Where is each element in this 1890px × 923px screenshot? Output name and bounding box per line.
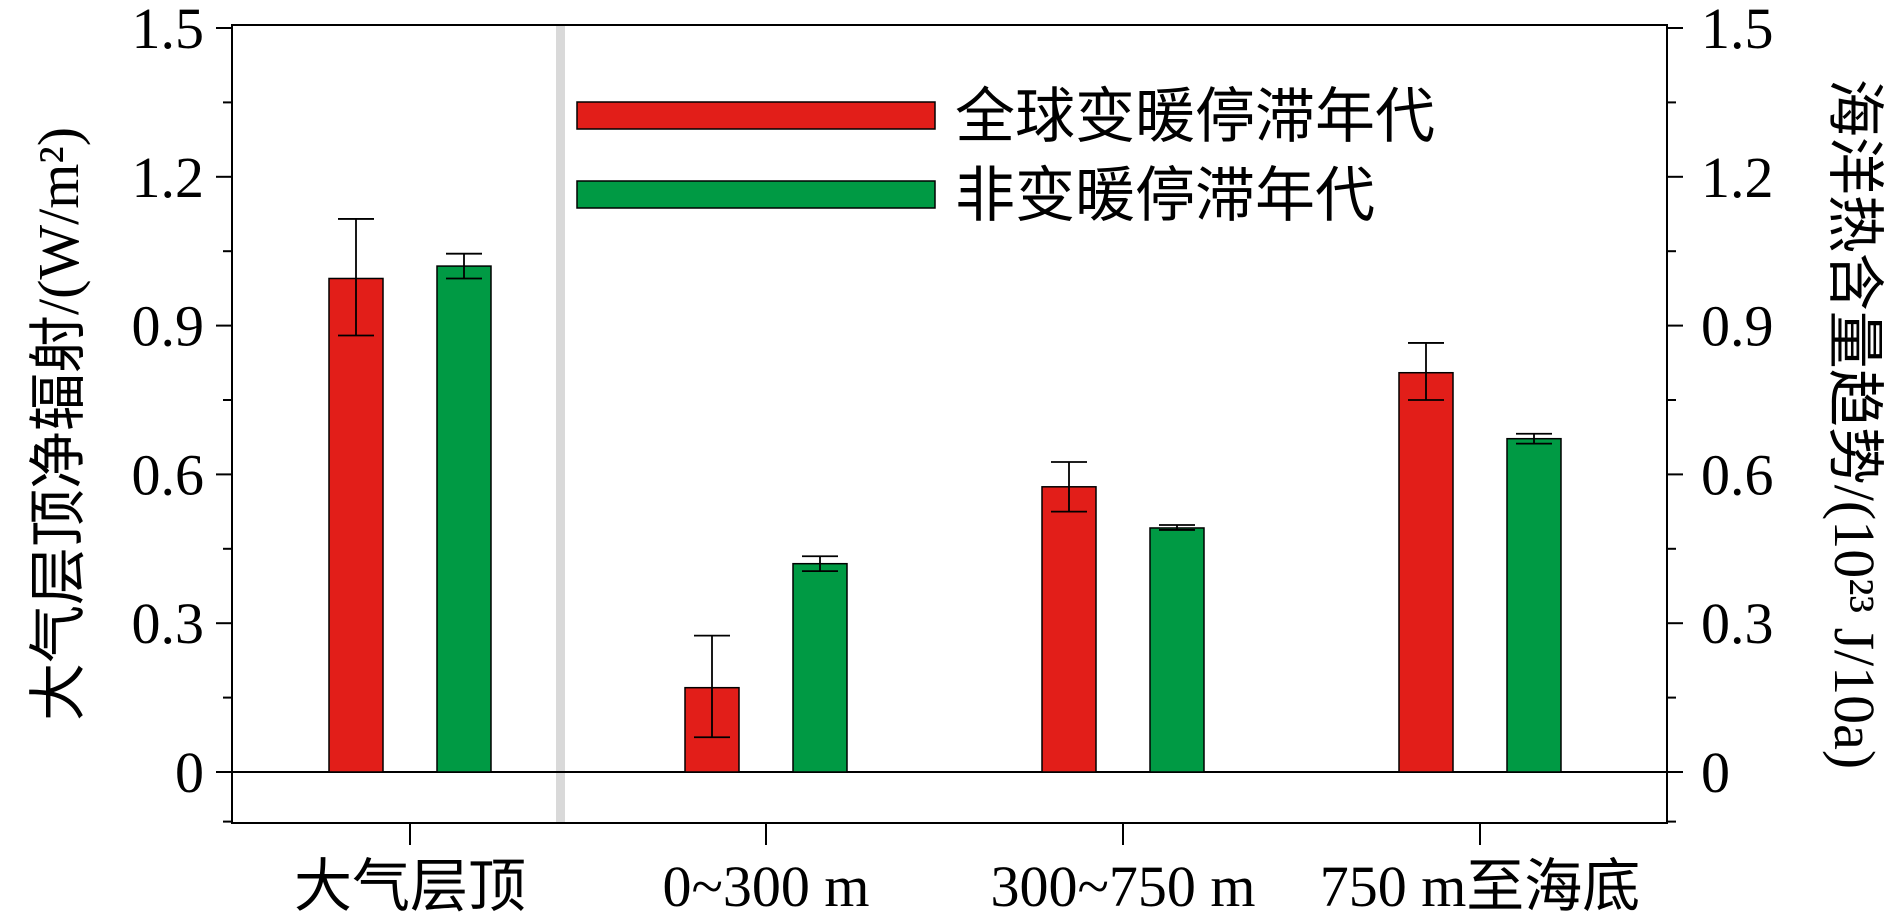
separator-band bbox=[556, 26, 565, 822]
y-tick-label-left: 1.5 bbox=[132, 0, 205, 61]
bar-non-hiatus bbox=[792, 562, 848, 773]
y-tick-label-left: 0.9 bbox=[132, 294, 205, 359]
bar-non-hiatus bbox=[1506, 437, 1562, 773]
y-tick-label-right: 1.2 bbox=[1701, 145, 1774, 210]
bar-non-hiatus bbox=[1149, 527, 1205, 773]
y-tick-label-right: 0.3 bbox=[1701, 591, 1774, 656]
y-tick-label-right: 0 bbox=[1701, 740, 1730, 805]
legend-swatch-series-2 bbox=[576, 180, 936, 209]
y-tick-label-right: 0.6 bbox=[1701, 442, 1774, 507]
y-tick-label-left: 0.6 bbox=[132, 442, 205, 507]
y-tick-label-left: 1.2 bbox=[132, 145, 205, 210]
x-tick-label: 0~300 m bbox=[663, 854, 870, 919]
bars-layer bbox=[328, 218, 1562, 773]
ticks-layer: 0 0 0.3 0.3 0.6 0.6 0.9 0.9 1.2 1.2 1.5 1.5 大气层顶 0~30… bbox=[132, 0, 1774, 919]
y-axis-title-right: 海洋热含量趋势/(10²³ J/10a) bbox=[1822, 79, 1887, 769]
legend-label-series-1: 全球变暖停滞年代 bbox=[955, 84, 1435, 150]
plot-frame bbox=[231, 24, 1668, 824]
y-tick-label-right: 0.9 bbox=[1701, 294, 1774, 359]
x-tick-label: 大气层顶 bbox=[294, 854, 526, 919]
y-tick-label-left: 0 bbox=[175, 740, 204, 805]
y-axis-title-left: 大气层顶净辐射/(W/m²) bbox=[26, 127, 91, 721]
legend-swatch-series-1 bbox=[576, 101, 936, 130]
bar-hiatus bbox=[1398, 371, 1454, 773]
legend: 全球变暖停滞年代 非变暖停滞年代 bbox=[576, 84, 1435, 229]
bar-non-hiatus bbox=[436, 265, 492, 773]
legend-label-series-2: 非变暖停滞年代 bbox=[955, 163, 1375, 229]
bar-hiatus bbox=[1041, 486, 1097, 773]
x-tick-label: 750 m至海底 bbox=[1320, 854, 1641, 919]
y-tick-label-right: 1.5 bbox=[1701, 0, 1774, 61]
y-tick-label-left: 0.3 bbox=[132, 591, 205, 656]
bar-hiatus bbox=[328, 277, 384, 773]
x-tick-label: 300~750 m bbox=[991, 854, 1256, 919]
